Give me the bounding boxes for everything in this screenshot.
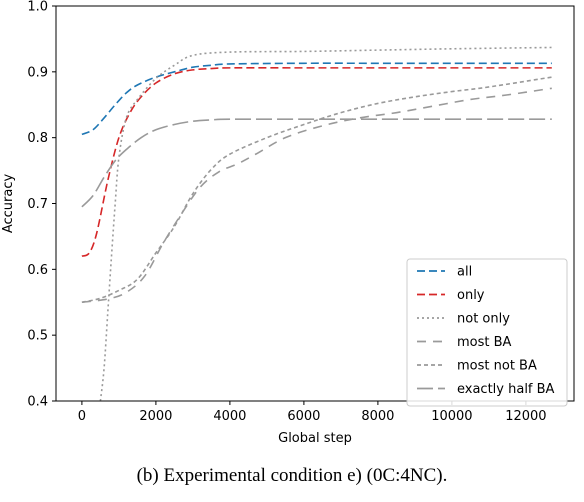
y-tick-label: 0.5 <box>27 329 48 344</box>
series-line-0 <box>81 62 552 136</box>
x-tick-label: 6000 <box>287 409 320 424</box>
series-line-4 <box>81 76 552 304</box>
series-lines <box>81 46 552 401</box>
legend-entry: most BA <box>457 335 512 350</box>
y-axis-ticks: 0.4 0.5 0.6 0.7 0.8 0.9 1.0 <box>27 0 56 410</box>
x-tick-label: 4000 <box>213 409 246 424</box>
legend: all only not only most BA most not BA exactly… <box>406 258 568 407</box>
accuracy-chart: 0 2000 4000 6000 8000 10000 12000 0.4 0.5 0.6 0.7… <box>1 0 575 446</box>
x-tick-label: 2000 <box>139 409 172 424</box>
y-tick-label: 0.4 <box>27 395 48 410</box>
legend-entry: all <box>457 265 472 280</box>
legend-entry: only <box>457 288 485 303</box>
x-tick-label: 8000 <box>361 409 394 424</box>
x-tick-label: 0 <box>78 409 86 424</box>
series-line-3 <box>81 87 552 304</box>
y-tick-label: 0.7 <box>27 197 48 212</box>
y-axis-label: Accuracy <box>1 174 16 234</box>
x-axis-label: Global step <box>278 431 352 446</box>
y-tick-label: 0.9 <box>27 65 48 80</box>
y-tick-label: 1.0 <box>27 0 48 15</box>
x-tick-label: 12000 <box>505 409 546 424</box>
figure-caption: (b) Experimental condition e) (0C:4NC). <box>136 465 448 486</box>
y-tick-label: 0.6 <box>27 263 48 278</box>
series-line-1 <box>81 67 552 257</box>
x-axis-ticks: 0 2000 4000 6000 8000 10000 12000 <box>78 401 547 424</box>
legend-entry: not only <box>457 312 510 327</box>
series-line-5 <box>81 118 552 208</box>
legend-entry: exactly half BA <box>457 382 555 397</box>
legend-entry: most not BA <box>457 359 537 374</box>
x-tick-label: 10000 <box>431 409 472 424</box>
y-tick-label: 0.8 <box>27 131 48 146</box>
legend-box <box>406 258 568 407</box>
